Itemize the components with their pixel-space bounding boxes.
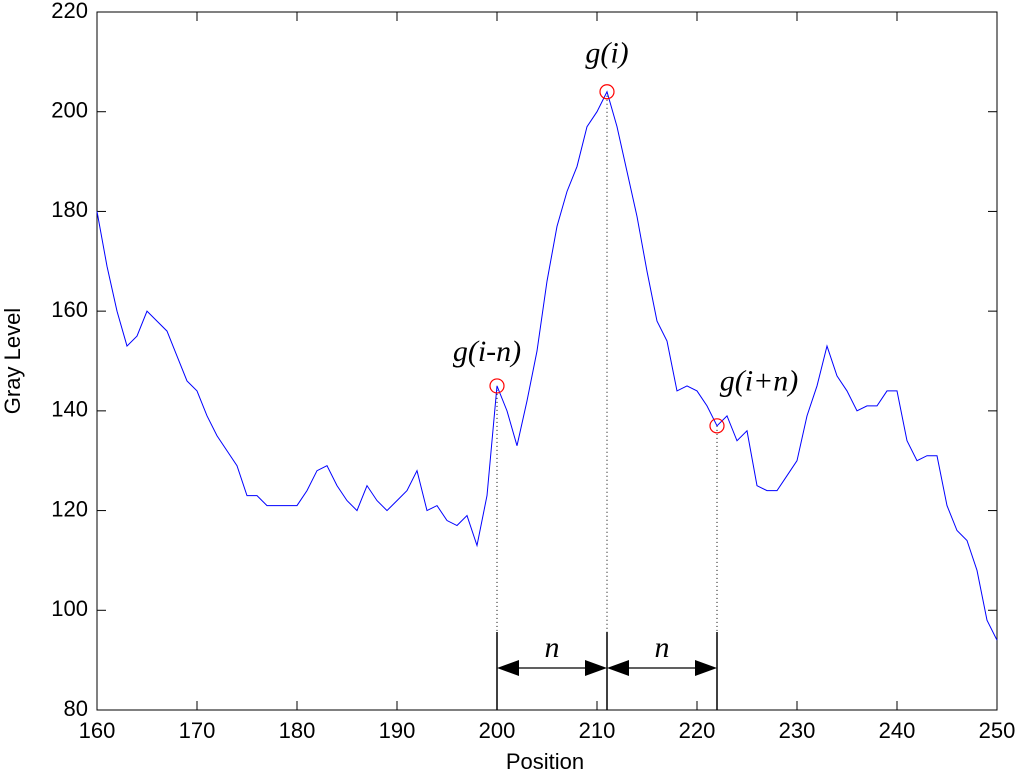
arrow-head (497, 660, 519, 676)
annotation-label: g(i) (585, 37, 628, 70)
x-tick-label: 160 (79, 718, 116, 743)
y-tick-label: 160 (51, 297, 88, 322)
x-tick-label: 220 (679, 718, 716, 743)
arrow-head (695, 660, 717, 676)
y-tick-label: 140 (51, 397, 88, 422)
y-tick-label: 220 (51, 0, 88, 23)
annotation-label: g(i+n) (720, 365, 799, 398)
x-tick-label: 240 (879, 718, 916, 743)
y-tick-label: 200 (51, 98, 88, 123)
y-tick-label: 80 (64, 696, 88, 721)
annotation-label: g(i-n) (453, 335, 521, 368)
x-tick-label: 180 (279, 718, 316, 743)
y-tick-label: 180 (51, 197, 88, 222)
x-tick-label: 250 (979, 718, 1016, 743)
data-line (96, 90, 998, 641)
span-label: n (655, 631, 670, 664)
y-tick-label: 100 (51, 596, 88, 621)
plot-frame (96, 11, 998, 711)
annotation-marker (599, 84, 615, 100)
x-tick-label: 170 (179, 718, 216, 743)
annotation-marker (489, 378, 505, 394)
annotation-marker (709, 418, 725, 434)
x-tick-label: 200 (479, 718, 516, 743)
arrow-head (607, 660, 629, 676)
x-axis-label: Position (506, 749, 584, 774)
y-axis-label: Gray Level (0, 308, 25, 414)
y-tick-label: 120 (51, 496, 88, 521)
x-tick-label: 190 (379, 718, 416, 743)
span-label: n (545, 631, 560, 664)
arrow-head (585, 660, 607, 676)
x-tick-label: 230 (779, 718, 816, 743)
x-tick-label: 210 (579, 718, 616, 743)
